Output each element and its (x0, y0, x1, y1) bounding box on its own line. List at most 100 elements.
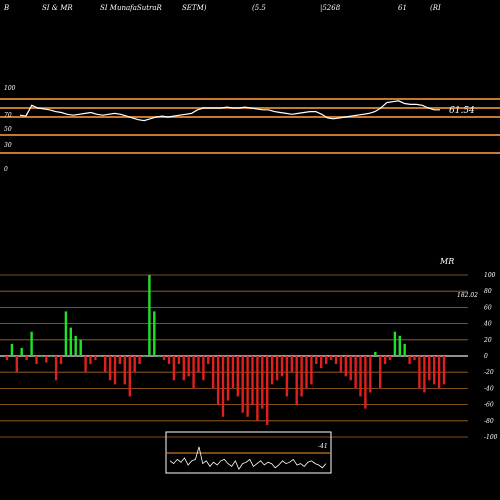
mrsi-bar-negative (59, 356, 63, 365)
mrsi-bar-positive (50, 356, 53, 357)
mrsi-bar-negative (197, 356, 200, 373)
mrsi-bar-negative (207, 356, 210, 365)
mrsi-bar-negative (45, 356, 48, 363)
mrsi-bar-negative (216, 356, 220, 405)
mrsi-bar-negative (437, 356, 441, 389)
overview-panel: -41 (165, 431, 332, 474)
mrsi-bar-negative (388, 356, 392, 361)
mrsi-bar-negative (108, 356, 112, 381)
header-item: B (4, 4, 10, 12)
mrsi-y-tick-label: 40 (483, 321, 492, 328)
mrsi-bar-negative (138, 356, 141, 365)
mrsi-bar-negative (423, 356, 426, 393)
mrsi-bar-negative (226, 356, 230, 401)
mrsi-bar-negative (54, 356, 58, 381)
rsi-y-tick-label: 70 (4, 112, 12, 119)
mrsi-bar-negative (123, 356, 126, 385)
rsi-y-tick-label: 30 (4, 142, 12, 149)
mrsi-bar-positive (20, 347, 23, 356)
mrsi-bar-negative (241, 356, 244, 413)
mrsi-bar-positive (153, 311, 156, 356)
mrsi-y-tick-label: -40 (484, 385, 494, 392)
mrsi-bar-negative (280, 356, 284, 377)
mrsi-bar-negative (133, 356, 136, 373)
mrsi-title: MR (439, 257, 454, 266)
mrsi-bar-negative (128, 356, 131, 397)
mrsi-bar-negative (359, 356, 362, 397)
mrsi-bar-positive (30, 331, 33, 356)
mrsi-y-tick-label: 20 (483, 337, 492, 344)
mrsi-bar-negative (15, 356, 18, 373)
mrsi-bar-negative (94, 356, 97, 361)
mrsi-bar-negative (305, 356, 308, 389)
header-item: 61 (398, 4, 407, 12)
mrsi-bar-negative (246, 356, 249, 417)
mrsi-bar-positive (10, 343, 14, 357)
mrsi-bar-positive (403, 343, 406, 357)
header-item: SETM) (182, 4, 207, 12)
mrsi-bar-positive (79, 339, 82, 356)
mrsi-bar-negative (182, 356, 185, 381)
mrsi-bar-negative (266, 356, 269, 425)
header-item: |5268 (320, 4, 341, 12)
mrsi-bar-positive (69, 327, 72, 356)
mrsi-bar-negative (187, 356, 190, 377)
mrsi-bar-negative (408, 356, 411, 365)
mrsi-bar-negative (310, 356, 313, 385)
mrsi-bar-negative (290, 356, 293, 373)
rsi-y-tick-label: 50 (4, 126, 12, 133)
mrsi-bar-negative (104, 356, 107, 373)
mrsi-bar-negative (177, 356, 181, 365)
mrsi-bar-negative (295, 356, 298, 405)
mrsi-bar-negative (167, 356, 171, 365)
mrsi-bar-negative (349, 356, 352, 381)
mrsi-bar-negative (231, 356, 235, 389)
mrsi-bar-negative (89, 356, 92, 365)
mrsi-bar-positive (99, 356, 102, 357)
rsi-panel: 100 70 50 30 0 61.54 (0, 85, 500, 173)
mrsi-bar-negative (25, 356, 28, 361)
mrsi-y-tick-label: 80 (484, 288, 492, 295)
mrsi-bar-negative (383, 356, 387, 365)
mrsi-bar-negative (256, 356, 259, 421)
mrsi-bar-positive (64, 311, 68, 356)
mrsi-bar-negative (300, 356, 303, 397)
mrsi-bar-negative (325, 356, 328, 365)
mrsi-last-value-label: 182.02 (457, 292, 478, 299)
header-item: SI & MR (42, 4, 73, 12)
mrsi-bar-negative (35, 356, 38, 365)
mrsi-bar-negative (5, 356, 9, 361)
mrsi-bar-positive (398, 335, 401, 357)
mrsi-bar-negative (172, 356, 176, 381)
mrsi-bar-positive (74, 335, 77, 357)
mrsi-bar-negative (236, 356, 239, 397)
mrsi-bar-negative (413, 356, 416, 361)
mrsi-y-tick-label: 60 (484, 304, 492, 311)
mrsi-bar-negative (428, 356, 431, 381)
mrsi-y-tick-label: -20 (484, 369, 494, 376)
mrsi-bar-negative (379, 356, 382, 389)
mrsi-bar-positive (148, 275, 151, 356)
mrsi-bar-negative (334, 356, 338, 365)
rsi-last-value-label: 61.54 (449, 106, 475, 116)
mrsi-bar-negative (275, 356, 279, 381)
mrsi-y-tick-label: -100 (484, 434, 498, 441)
mrsi-bar-negative (118, 356, 122, 365)
header-item: (RI (430, 4, 441, 12)
mrsi-bar-negative (344, 356, 347, 377)
rsi-line (19, 100, 440, 122)
mrsi-bar-negative (162, 356, 166, 361)
mrsi-bar-negative (354, 356, 357, 389)
mrsi-bar-negative (418, 356, 421, 389)
mrsi-y-tick-label: 0 (484, 353, 488, 360)
mrsi-bar-positive (143, 356, 146, 357)
overview-line (169, 446, 327, 471)
mrsi-bar-positive (40, 356, 43, 357)
mrsi-bar-negative (221, 356, 225, 417)
mrsi-y-tick-label: 100 (484, 272, 496, 279)
mrsi-y-tick-label: -80 (484, 418, 494, 425)
mrsi-bar-negative (113, 356, 117, 385)
mrsi-bar-negative (192, 356, 195, 389)
mrsi-bar-negative (364, 356, 367, 409)
